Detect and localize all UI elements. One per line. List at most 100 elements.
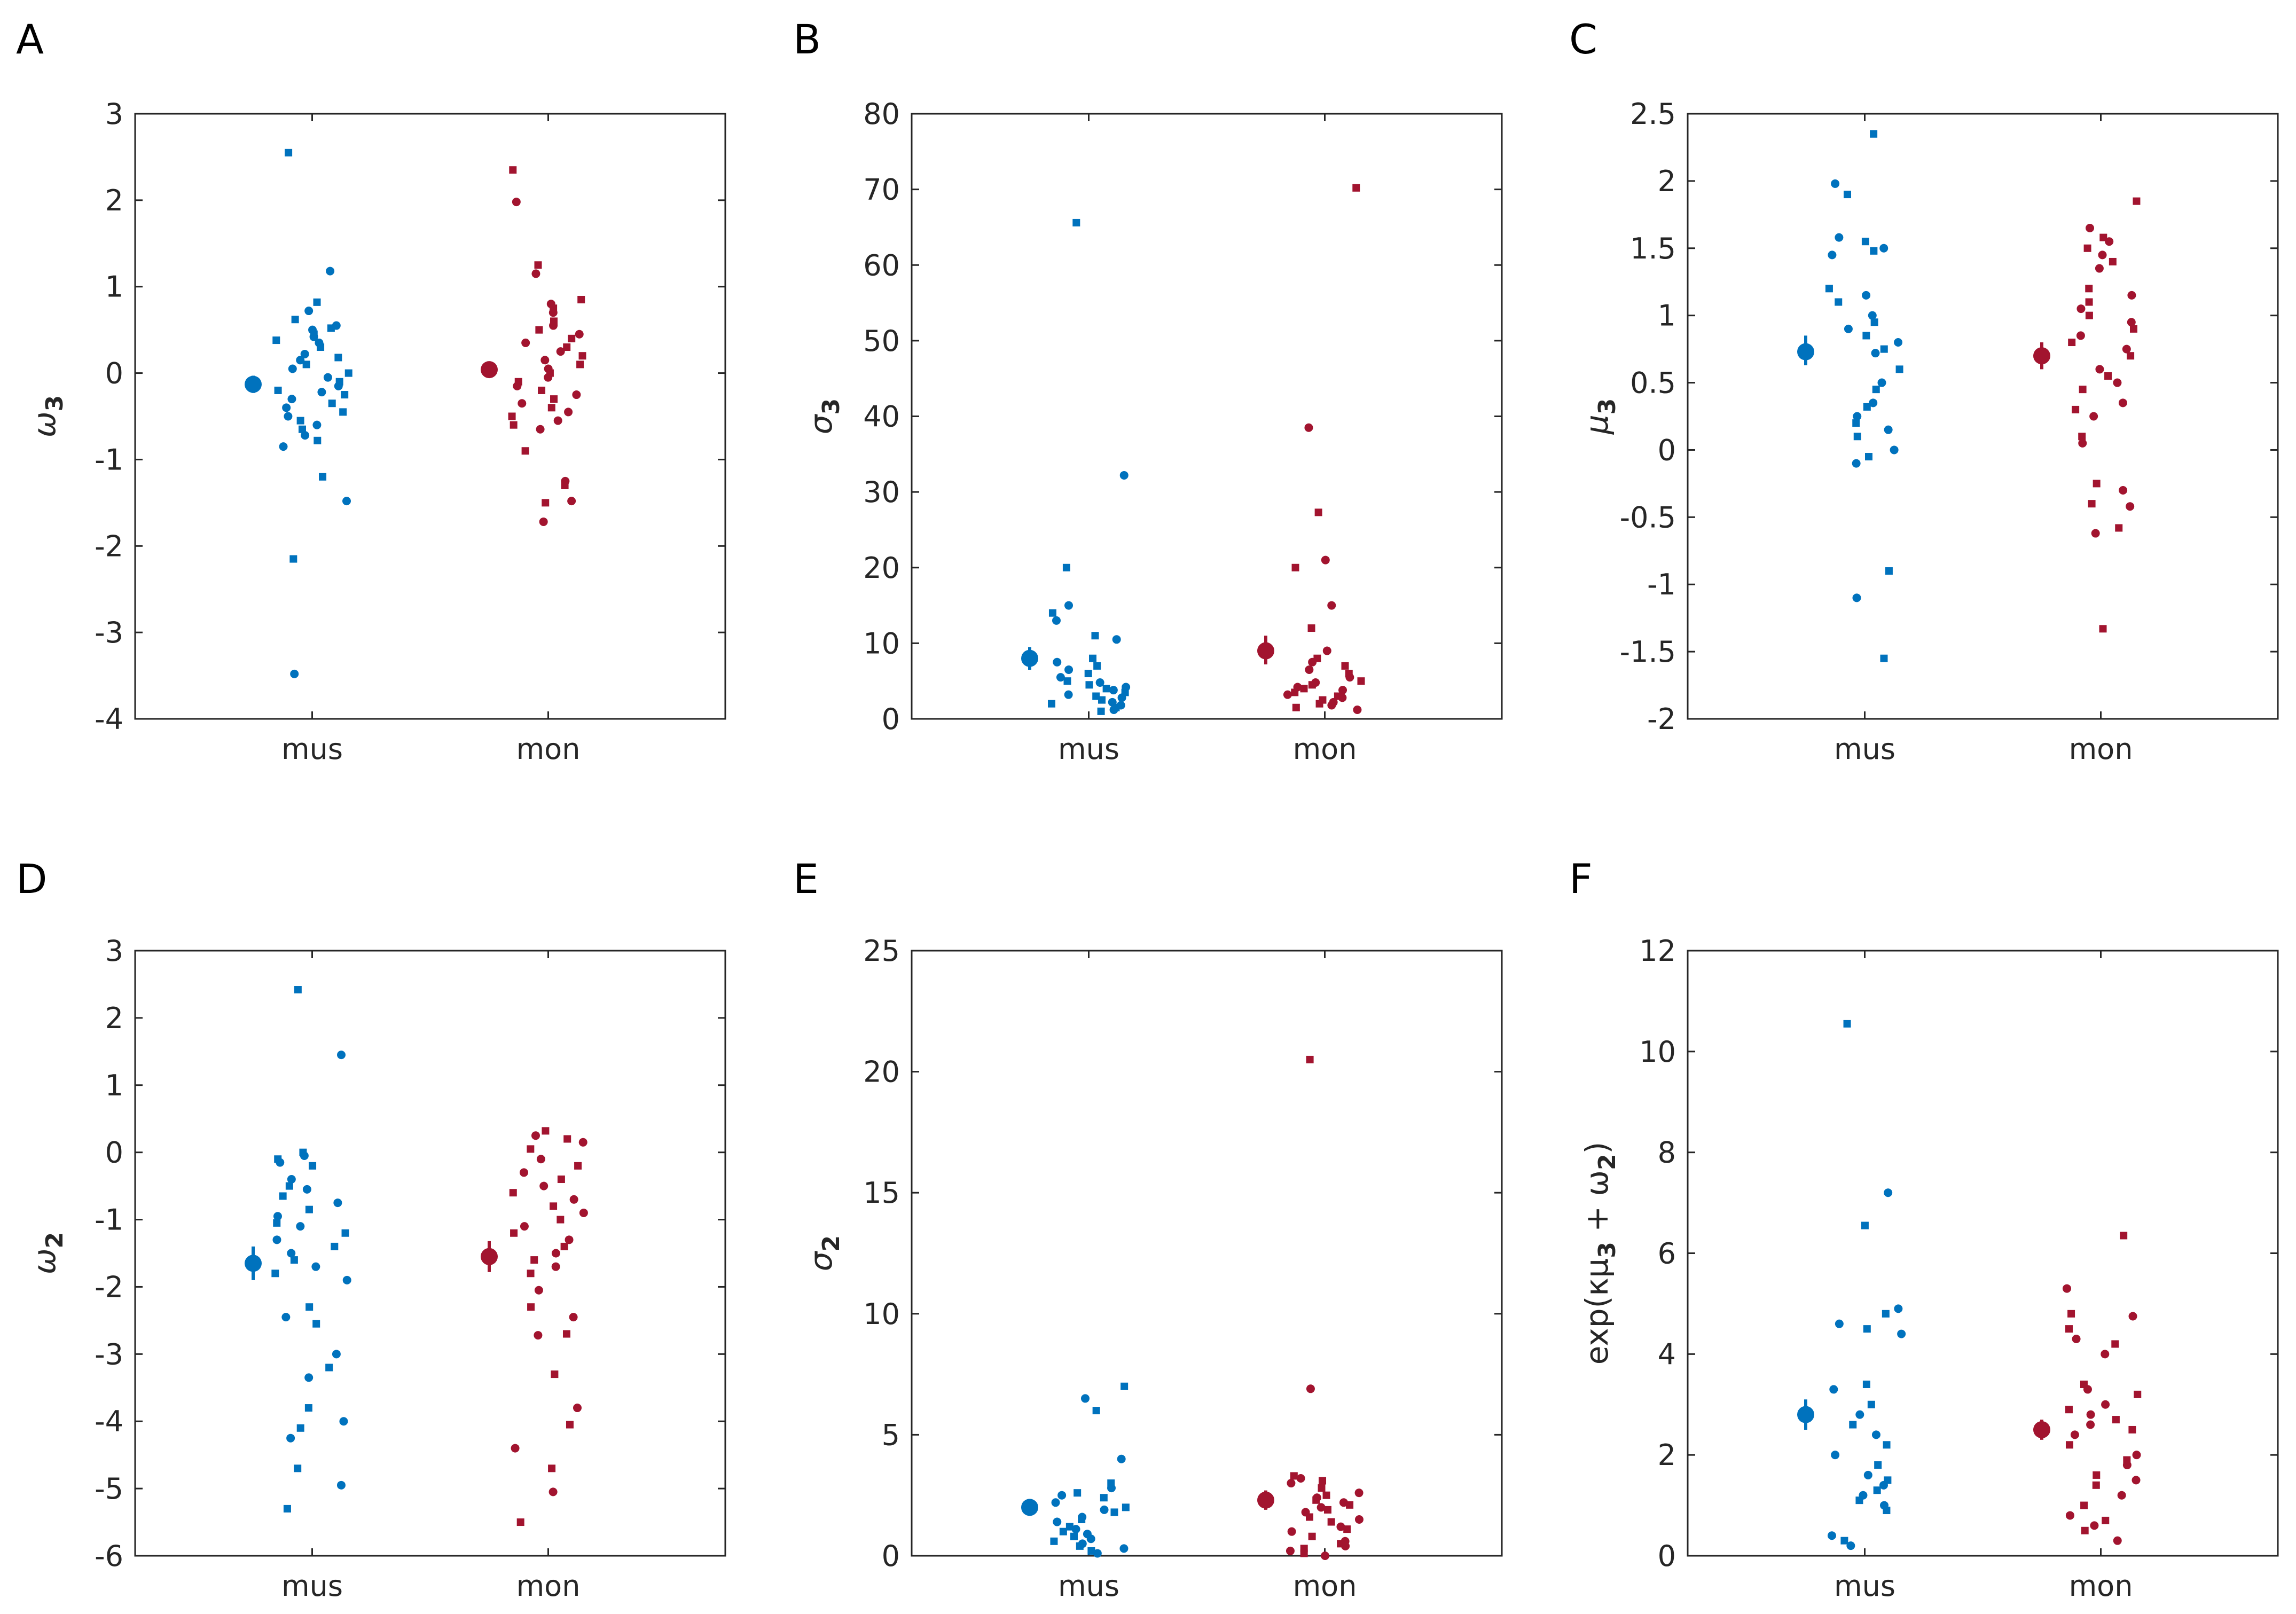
data-point-mus — [341, 391, 349, 399]
data-point-mon — [516, 1518, 524, 1526]
data-point-mus — [1095, 678, 1104, 687]
data-point-mon — [510, 421, 518, 429]
data-point-mon — [1307, 624, 1315, 632]
data-point-mus — [317, 343, 325, 351]
data-point-mus — [1863, 1470, 1872, 1479]
data-point-mon — [2093, 1471, 2101, 1479]
data-point-mus — [304, 307, 314, 316]
y-tick-label: 0 — [882, 702, 900, 736]
data-point-mus — [272, 336, 280, 344]
data-point-mon — [1308, 1532, 1316, 1540]
data-point-mon — [509, 166, 517, 174]
y-tick-label: -3 — [95, 1337, 123, 1371]
data-point-mus — [309, 332, 318, 341]
x-tick-label-mus: mus — [281, 1569, 343, 1603]
data-point-mon — [2065, 1511, 2074, 1520]
mean-marker-mus — [245, 1255, 262, 1272]
data-point-mon — [2095, 264, 2104, 273]
data-point-mus — [290, 669, 299, 678]
data-point-mon — [2120, 1232, 2128, 1240]
y-axis-label-part: + ω — [1579, 1170, 1615, 1242]
data-point-mon — [538, 386, 546, 394]
axes-box — [911, 113, 1503, 720]
data-point-mus — [1868, 311, 1877, 320]
data-point-mon — [1306, 1513, 1314, 1521]
data-point-mus — [317, 388, 326, 397]
data-point-mus — [1050, 1537, 1058, 1545]
data-point-mon — [557, 1176, 565, 1184]
data-point-mus — [1056, 673, 1065, 682]
data-point-mus — [1076, 1542, 1084, 1550]
data-point-mus — [1871, 349, 1880, 358]
data-point-mon — [2085, 298, 2093, 306]
y-tick-label: 80 — [863, 97, 900, 131]
data-point-mon — [562, 1330, 570, 1338]
data-point-mon — [531, 1131, 540, 1140]
data-point-mon — [1346, 1501, 1354, 1509]
data-point-mon — [2086, 1420, 2095, 1429]
mean-marker-mus — [1797, 343, 1814, 361]
data-point-mus — [1057, 1491, 1067, 1500]
data-point-mon — [521, 447, 529, 455]
panel-c: C -2 -1.5 -1 -0.5 0 0.5 1 1.5 2 2.5 mus mon μ3 — [1569, 15, 2279, 766]
data-point-mus — [1048, 609, 1056, 617]
y-tick-label: -5 — [95, 1472, 123, 1506]
data-point-mus — [1869, 398, 1878, 408]
y-tick-label: -2 — [1647, 702, 1676, 736]
y-axis-label-part: ) — [1579, 1142, 1615, 1154]
data-point-mon — [519, 1168, 528, 1177]
data-point-mon — [2119, 485, 2128, 495]
data-point-mon — [1287, 1527, 1296, 1536]
y-axis-label-part: μ — [1579, 414, 1615, 435]
data-point-mon — [520, 1222, 529, 1231]
data-point-mon — [2092, 1481, 2100, 1489]
y-tick-label: 70 — [863, 173, 900, 207]
data-point-mon — [568, 334, 576, 342]
data-point-mus — [1109, 686, 1118, 695]
data-point-mus — [286, 1433, 295, 1443]
data-point-mus — [1897, 1329, 1906, 1338]
data-point-mus — [336, 1480, 346, 1490]
data-point-mon — [1322, 646, 1331, 655]
data-point-mon — [577, 295, 585, 303]
data-point-mon — [2085, 311, 2093, 319]
data-point-mus — [1853, 433, 1861, 441]
data-point-mon — [564, 408, 573, 417]
data-point-mon — [1306, 1055, 1314, 1063]
data-point-mon — [2095, 365, 2104, 374]
data-point-mon — [2113, 378, 2122, 387]
y-axis-label-part: 3 — [1594, 398, 1621, 415]
data-point-mon — [2133, 197, 2141, 205]
data-point-mon — [1308, 657, 1317, 667]
data-point-mus — [1863, 403, 1871, 411]
data-point-mon — [1323, 1506, 1331, 1514]
data-point-mus — [1828, 250, 1837, 260]
data-point-mus — [1863, 1325, 1871, 1333]
data-point-mon — [1341, 1541, 1350, 1550]
y-axis-label-part: 3 — [41, 395, 68, 412]
y-tick-label: -6 — [95, 1539, 123, 1573]
x-tick-label-mon: mon — [516, 732, 581, 766]
data-point-mon — [1338, 686, 1347, 695]
data-point-mon — [2078, 433, 2086, 441]
y-axis-label: ω3 — [26, 395, 68, 437]
data-point-mon — [1336, 1522, 1345, 1531]
panel-letter: F — [1569, 855, 1593, 903]
data-point-mon — [566, 1421, 574, 1429]
data-point-mus — [1064, 601, 1073, 610]
data-point-mus — [1853, 412, 1862, 421]
data-point-mus — [1835, 233, 1844, 242]
data-point-mus — [304, 1404, 312, 1412]
y-axis-label: exp(κμ3 + ω2) — [1579, 1142, 1621, 1365]
data-point-mus — [1086, 1534, 1095, 1544]
data-point-mus — [1849, 1421, 1857, 1429]
data-point-mus — [334, 354, 342, 362]
data-point-mus — [305, 1205, 313, 1213]
data-point-mus — [1064, 665, 1073, 674]
data-point-mus — [1874, 1461, 1882, 1469]
y-tick-label: 40 — [863, 400, 900, 434]
data-point-mus — [1117, 1454, 1126, 1463]
y-tick-label: 1 — [105, 1069, 123, 1102]
data-point-mus — [1107, 1484, 1116, 1493]
data-point-mon — [556, 347, 565, 356]
